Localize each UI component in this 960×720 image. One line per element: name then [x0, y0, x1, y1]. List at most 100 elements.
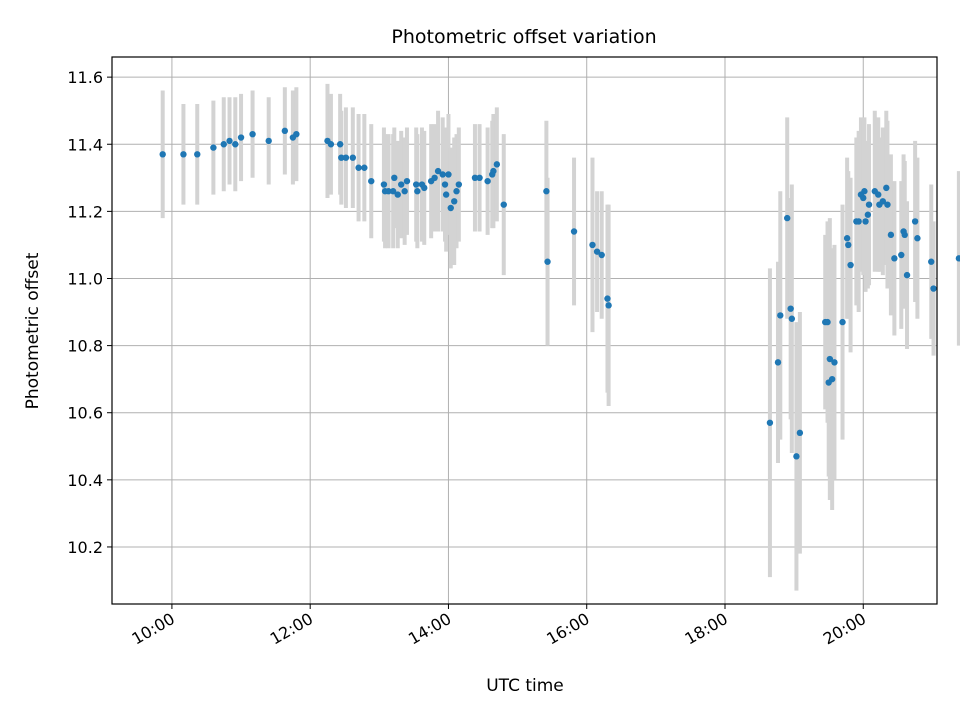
data-point: [828, 375, 836, 383]
data-point: [391, 174, 398, 182]
data-point: [220, 141, 227, 148]
data-point: [385, 188, 392, 195]
data-point: [414, 188, 421, 195]
y-tick-label: 11.4: [67, 135, 103, 154]
y-tick-label: 10.4: [67, 471, 103, 490]
data-point: [281, 127, 289, 135]
data-point: [447, 204, 454, 212]
data-point: [598, 251, 605, 259]
data-point: [777, 312, 784, 319]
data-point: [887, 231, 895, 239]
data-point: [439, 171, 446, 178]
y-tick-label: 11.0: [67, 269, 103, 288]
data-point: [361, 164, 368, 171]
data-point: [824, 318, 831, 326]
data-point: [265, 137, 272, 145]
data-point: [879, 198, 887, 205]
data-point: [788, 315, 796, 322]
y-axis-label: Photometric offset: [23, 252, 43, 409]
y-tick-label: 10.8: [67, 337, 103, 356]
data-point: [441, 181, 449, 188]
data-point: [349, 154, 357, 161]
data-point: [884, 201, 891, 208]
data-point: [774, 359, 782, 366]
data-point: [796, 429, 804, 437]
data-point: [180, 151, 187, 158]
data-point: [431, 174, 438, 182]
y-tick-label: 10.2: [67, 538, 103, 557]
data-point: [232, 141, 239, 148]
data-point: [875, 191, 882, 198]
data-point: [403, 177, 411, 185]
data-point: [930, 285, 937, 292]
data-point: [453, 188, 460, 195]
data-point: [604, 295, 611, 302]
data-point: [490, 167, 497, 175]
data-point: [471, 174, 479, 182]
data-point: [338, 154, 345, 161]
data-point: [210, 144, 217, 151]
data-point: [476, 174, 483, 182]
data-point: [914, 235, 921, 242]
data-point: [394, 191, 401, 198]
data-point: [401, 188, 408, 195]
plot-frame: [111, 56, 938, 605]
data-point: [355, 164, 362, 171]
data-point: [484, 177, 491, 185]
data-point: [845, 241, 852, 249]
data-point: [500, 201, 507, 208]
data-point: [901, 231, 908, 239]
data-point: [389, 188, 397, 195]
data-point: [831, 359, 838, 366]
data-point: [412, 181, 420, 188]
data-point: [955, 255, 960, 262]
data-point: [159, 151, 166, 158]
data-point: [787, 305, 794, 312]
data-point: [865, 201, 873, 208]
data-point: [455, 181, 463, 188]
data-point: [784, 214, 791, 222]
data-point: [194, 151, 201, 158]
data-point: [398, 181, 405, 188]
data-point: [249, 130, 256, 138]
data-point: [493, 161, 501, 168]
y-tick-label: 10.6: [67, 404, 103, 423]
data-point: [368, 177, 375, 185]
data-point: [911, 218, 919, 225]
data-point: [826, 355, 834, 363]
data-point: [434, 167, 442, 175]
chart-title: Photometric offset variation: [391, 26, 656, 48]
data-point: [883, 184, 890, 192]
data-point: [839, 318, 846, 326]
data-point: [589, 241, 596, 249]
data-markers: [159, 127, 960, 460]
data-point: [891, 255, 898, 262]
data-point: [605, 302, 612, 309]
y-tick-label: 11.2: [67, 202, 103, 221]
y-axis: 10.2 10.4 10.6 10.8 11.0 11.2 11.4 11.6: [67, 68, 112, 557]
data-point: [855, 218, 862, 225]
data-point: [862, 218, 869, 225]
data-point: [451, 198, 458, 205]
data-point: [327, 141, 335, 148]
data-point: [864, 211, 872, 218]
data-point: [860, 194, 867, 202]
data-point: [544, 258, 551, 265]
data-point: [593, 248, 601, 255]
data-point: [928, 258, 935, 265]
data-point: [898, 251, 905, 259]
data-point: [570, 228, 578, 235]
data-point: [543, 188, 550, 195]
data-point: [380, 181, 388, 188]
x-axis-label: UTC time: [486, 676, 564, 696]
data-point: [226, 137, 233, 145]
data-point: [847, 261, 854, 269]
data-point: [843, 235, 851, 242]
data-point: [336, 141, 344, 148]
data-point: [445, 171, 452, 178]
data-point: [421, 184, 428, 192]
data-point: [442, 191, 450, 198]
data-point: [793, 453, 800, 460]
data-point: [766, 419, 774, 426]
